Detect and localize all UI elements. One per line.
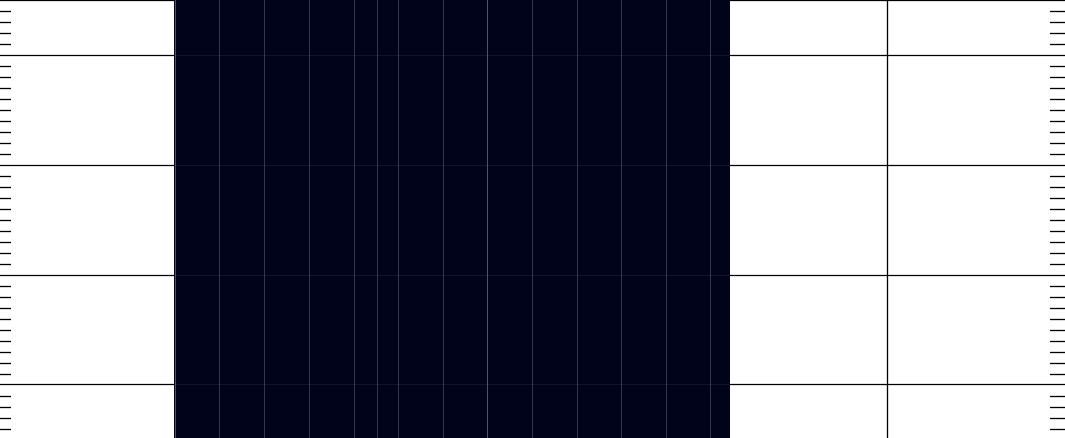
- panel-fill: [174, 0, 730, 438]
- left-tick-marks: [0, 10, 11, 431]
- right-tick-marks: [1050, 10, 1065, 431]
- dark-panel: [174, 0, 730, 438]
